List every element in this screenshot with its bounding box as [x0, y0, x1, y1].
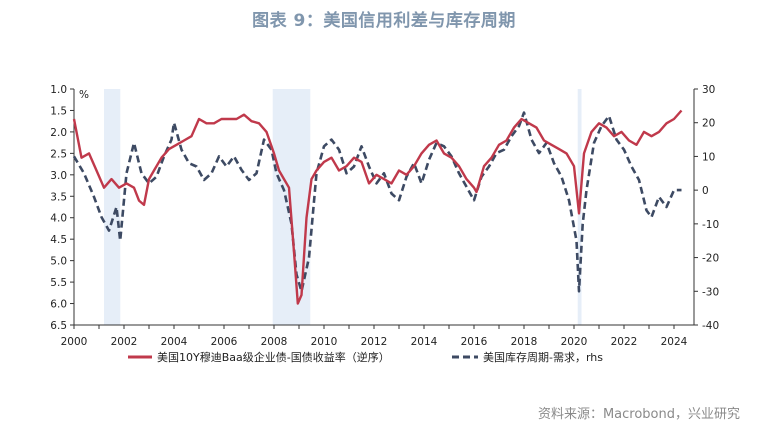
left-tick-label: 5.5: [50, 277, 67, 289]
source-note: 资料来源：Macrobond，兴业研究: [537, 407, 740, 422]
x-tick-label: 2010: [311, 336, 338, 348]
left-tick-label: 2.0: [50, 127, 67, 139]
left-tick-label: 2.5: [50, 148, 67, 160]
x-tick-label: 2006: [211, 336, 238, 348]
x-tick-label: 2014: [411, 336, 438, 348]
left-tick-label: 5.0: [50, 256, 67, 268]
left-tick-label: 1.5: [50, 105, 67, 117]
x-tick-label: 2012: [361, 336, 388, 348]
left-tick-label: 3.5: [50, 191, 67, 203]
left-tick-label: 6.5: [50, 320, 67, 332]
right-tick-label: 0: [702, 185, 709, 197]
x-tick-label: 2008: [261, 336, 288, 348]
x-tick-label: 2020: [561, 336, 588, 348]
legend-label-baa-spread: 美国10Y穆迪Baa级企业债-国债收益率（逆序）: [157, 350, 390, 364]
right-tick-label: 20: [702, 118, 715, 130]
x-tick-label: 2004: [161, 336, 188, 348]
right-tick-label: -40: [702, 320, 719, 332]
x-tick-label: 2022: [611, 336, 638, 348]
left-tick-label: 3.0: [50, 170, 67, 182]
x-tick-label: 2002: [111, 336, 138, 348]
left-tick-label: 4.5: [50, 234, 67, 246]
legend-label-inventory-cycle: 美国库存周期-需求，rhs: [483, 350, 603, 364]
left-axis-unit: %: [79, 89, 89, 101]
recession-band-0: [104, 89, 121, 325]
chart-title: 图表 9：美国信用利差与库存周期: [252, 11, 516, 31]
left-tick-label: 4.0: [50, 213, 67, 225]
series-line-inventory-cycle: [72, 111, 682, 293]
right-tick-label: 30: [702, 84, 715, 96]
right-tick-label: -10: [702, 219, 719, 231]
left-tick-label: 1.0: [50, 84, 67, 96]
series-line-baa-spread: [72, 109, 683, 305]
x-tick-label: 2024: [661, 336, 688, 348]
right-tick-label: -20: [702, 253, 719, 265]
x-tick-label: 2000: [61, 336, 88, 348]
x-tick-label: 2018: [511, 336, 538, 348]
right-tick-label: -30: [702, 286, 719, 298]
left-tick-label: 6.0: [50, 299, 67, 311]
x-tick-label: 2016: [461, 336, 488, 348]
right-tick-label: 10: [702, 151, 715, 163]
